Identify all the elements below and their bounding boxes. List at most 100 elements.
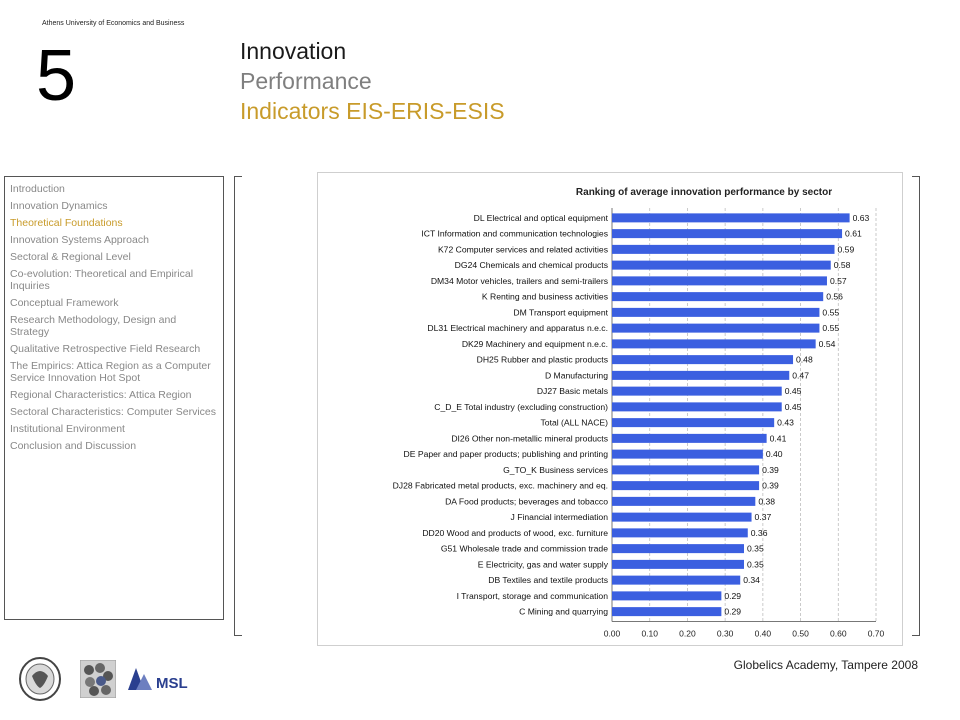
- bar: [612, 575, 741, 585]
- bar: [612, 544, 744, 554]
- sidebar-item[interactable]: Introduction: [10, 183, 65, 195]
- sidebar-item[interactable]: Qualitative Retrospective Field Research: [10, 343, 201, 355]
- category-label: C_D_E Total industry (excluding construc…: [434, 402, 608, 412]
- sidebar-item[interactable]: Conceptual Framework: [10, 297, 119, 309]
- data-label: 0.41: [770, 433, 787, 443]
- x-tick-label: 0.00: [604, 629, 621, 639]
- data-label: 0.48: [796, 355, 813, 365]
- sidebar-item[interactable]: Co-evolution: Theoretical and Empirical …: [10, 268, 194, 292]
- sidebar-item[interactable]: Innovation Systems Approach: [10, 234, 149, 246]
- x-tick-label: 0.40: [755, 629, 772, 639]
- category-label: DL Electrical and optical equipment: [474, 213, 609, 223]
- data-label: 0.59: [838, 244, 855, 254]
- data-label: 0.55: [822, 307, 839, 317]
- bar: [612, 528, 748, 538]
- sidebar-nav: Introduction Innovation Dynamics Theoretic…: [4, 176, 224, 620]
- content-frame-left: [234, 176, 242, 636]
- bar: [612, 559, 744, 569]
- category-label: D Manufacturing: [545, 370, 608, 380]
- title-line-innovation: Innovation: [240, 38, 347, 64]
- section-number: 5: [36, 36, 77, 116]
- bar: [612, 244, 835, 254]
- sidebar-item[interactable]: Regional Characteristics: Attica Region: [10, 389, 192, 401]
- msl-logo: MSL: [128, 668, 188, 692]
- data-label: 0.37: [755, 512, 772, 522]
- category-label: DJ28 Fabricated metal products, exc. mac…: [393, 481, 608, 491]
- bar: [612, 418, 775, 428]
- bar: [612, 213, 850, 223]
- chart-title: Ranking of average innovation performanc…: [576, 187, 832, 198]
- university-name: Athens University of Economics and Busin…: [42, 20, 185, 27]
- category-label: J Financial intermediation: [511, 512, 609, 522]
- data-label: 0.61: [845, 229, 862, 239]
- data-label: 0.57: [830, 276, 847, 286]
- category-label: E Electricity, gas and water supply: [478, 559, 609, 569]
- category-label: DM34 Motor vehicles, trailers and semi-t…: [431, 276, 608, 286]
- sidebar-item[interactable]: Institutional Environment: [10, 423, 125, 435]
- category-label: C Mining and quarrying: [519, 607, 608, 617]
- bar: [612, 355, 794, 365]
- bar: [612, 339, 816, 349]
- category-label: DH25 Rubber and plastic products: [477, 355, 608, 365]
- bar: [612, 607, 722, 617]
- dots-logo: [80, 660, 116, 698]
- bar: [612, 512, 752, 522]
- bar: [612, 260, 831, 270]
- bar: [612, 276, 827, 286]
- x-tick-label: 0.60: [830, 629, 847, 639]
- category-label: DB Textiles and textile products: [488, 575, 608, 585]
- x-tick-label: 0.10: [641, 629, 658, 639]
- title-line-indicators: Indicators EIS-ERIS-ESIS: [240, 98, 505, 124]
- data-label: 0.56: [826, 292, 843, 302]
- data-label: 0.36: [751, 528, 768, 538]
- category-label: K Renting and business activities: [482, 292, 608, 302]
- category-label: DI26 Other non-metallic mineral products: [451, 433, 608, 443]
- data-label: 0.35: [747, 559, 764, 569]
- bar: [612, 591, 722, 601]
- category-label: G_TO_K Business services: [503, 465, 608, 475]
- data-label: 0.63: [853, 213, 870, 223]
- data-label: 0.47: [792, 370, 809, 380]
- sidebar-item[interactable]: Innovation Dynamics: [10, 200, 108, 212]
- aueb-seal-logo: [19, 657, 61, 701]
- category-label: DG24 Chemicals and chemical products: [455, 260, 608, 270]
- chart-panel: Ranking of average innovation performanc…: [317, 172, 903, 646]
- x-tick-label: 0.70: [868, 629, 885, 639]
- data-label: 0.58: [834, 260, 851, 270]
- category-label: DD20 Wood and products of wood, exc. fur…: [422, 528, 608, 538]
- data-label: 0.55: [822, 323, 839, 333]
- page-title: Innovation Performance Indicators EIS-ER…: [240, 36, 505, 126]
- content-frame-right: [912, 176, 920, 636]
- title-line-performance: Performance: [240, 68, 372, 94]
- bar: [612, 402, 782, 412]
- bar: [612, 292, 824, 302]
- sidebar-item[interactable]: Theoretical Foundations: [10, 217, 123, 229]
- sidebar-item[interactable]: Sectoral & Regional Level: [10, 251, 131, 263]
- category-label: Total (ALL NACE): [541, 418, 609, 428]
- sidebar-item[interactable]: The Empirics: Attica Region as a Compute…: [10, 360, 211, 384]
- category-label: K72 Computer services and related activi…: [438, 244, 608, 254]
- category-label: DE Paper and paper products; publishing …: [404, 449, 609, 459]
- x-tick-label: 0.50: [792, 629, 809, 639]
- category-label: G51 Wholesale trade and commission trade: [441, 544, 608, 554]
- data-label: 0.54: [819, 339, 836, 349]
- category-label: DJ27 Basic metals: [537, 386, 608, 396]
- category-label: DK29 Machinery and equipment n.e.c.: [462, 339, 608, 349]
- data-label: 0.29: [724, 607, 741, 617]
- data-label: 0.43: [777, 418, 794, 428]
- sidebar-item[interactable]: Research Methodology, Design and Strateg…: [10, 314, 177, 338]
- sidebar-item[interactable]: Conclusion and Discussion: [10, 440, 137, 452]
- bar: [612, 323, 820, 333]
- data-label: 0.39: [762, 465, 779, 475]
- data-label: 0.45: [785, 402, 802, 412]
- bar: [612, 386, 782, 396]
- sidebar-item[interactable]: Sectoral Characteristics: Computer Servi…: [10, 406, 216, 418]
- footer-text: Globelics Academy, Tampere 2008: [733, 658, 918, 672]
- bar: [612, 481, 760, 491]
- bar: [612, 496, 756, 506]
- data-label: 0.45: [785, 386, 802, 396]
- data-label: 0.38: [758, 496, 775, 506]
- x-tick-label: 0.20: [679, 629, 696, 639]
- data-label: 0.34: [743, 575, 760, 585]
- bar: [612, 465, 760, 475]
